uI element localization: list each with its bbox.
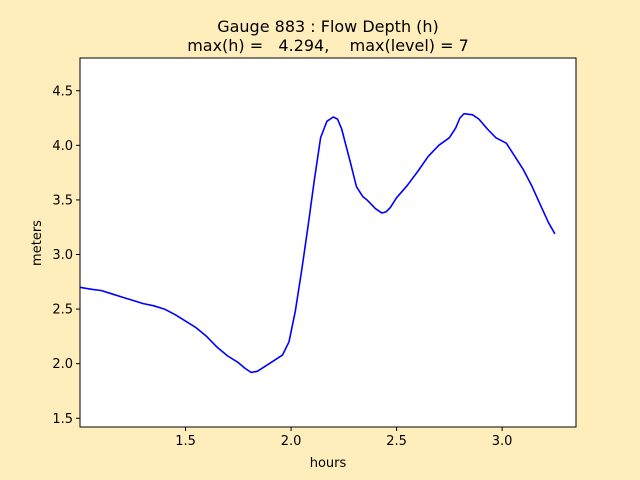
series-layer <box>79 112 556 374</box>
x-tick-label: 2.5 <box>386 434 407 449</box>
x-axis-label: hours <box>310 456 347 471</box>
x-tick-label: 1.5 <box>175 434 196 449</box>
x-ticks: 1.5 2.0 2.5 3.0 <box>175 427 512 449</box>
x-tick-label: 3.0 <box>492 434 513 449</box>
y-tick-label: 4.0 <box>52 139 73 154</box>
x-tick-label: 2.0 <box>281 434 302 449</box>
chart-title: Gauge 883 : Flow Depth (h) <box>217 17 439 36</box>
y-ticks: 1.5 2.0 2.5 3.0 3.5 4.0 4.5 <box>52 84 80 427</box>
chart-subtitle: max(h) = 4.294, max(level) = 7 <box>187 36 469 55</box>
y-tick-label: 3.5 <box>52 193 73 208</box>
series-line-0 <box>79 112 556 374</box>
plot-frame <box>79 57 577 428</box>
y-tick-label: 1.5 <box>52 412 73 427</box>
y-axis-label: meters <box>30 220 45 266</box>
y-tick-label: 4.5 <box>52 84 73 99</box>
y-tick-label: 3.0 <box>52 248 73 263</box>
y-tick-label: 2.0 <box>52 357 73 372</box>
y-tick-label: 2.5 <box>52 303 73 318</box>
plot-area <box>80 58 576 427</box>
